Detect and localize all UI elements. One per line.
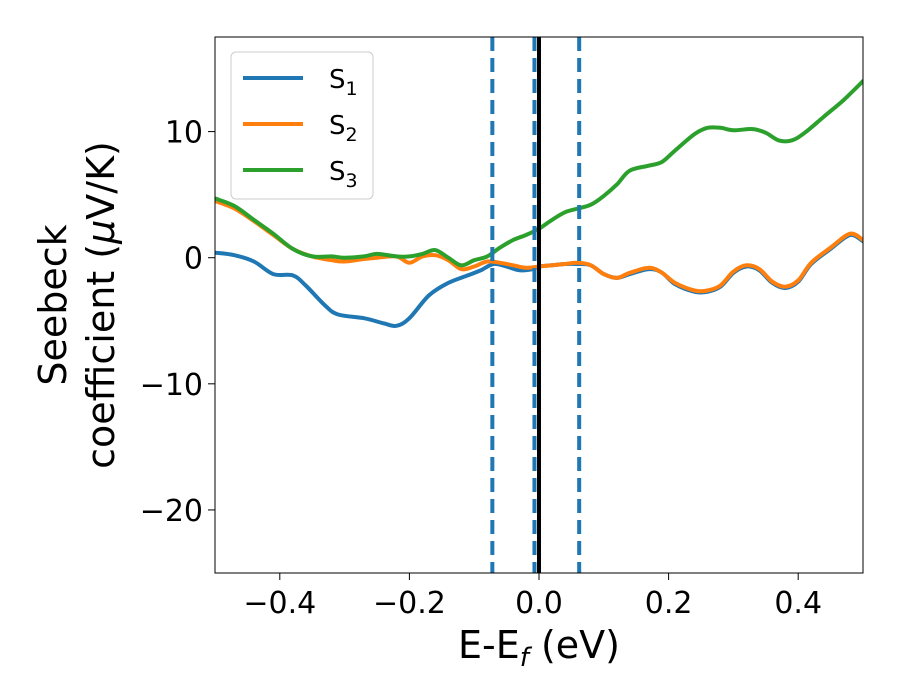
y-axis-label: Seebeck coefficient (μV/K) (31, 141, 123, 469)
y-tick-label: −10 (140, 368, 203, 403)
x-axis: −0.4 −0.2 0.0 0.2 0.4 (243, 573, 822, 621)
legend-label-s2: S2 (329, 111, 358, 146)
x-axis-label: E-Ef (eV) (458, 623, 620, 673)
y-tick-label: 0 (184, 242, 203, 277)
y-tick-label: −20 (140, 494, 203, 529)
x-tick-label: 0.2 (645, 586, 693, 621)
legend: S1 S2 S3 (230, 51, 374, 200)
reference-lines (490, 37, 582, 573)
series-line-s3 (215, 79, 863, 268)
legend-label-s1: S1 (329, 65, 358, 100)
x-tick-label: −0.2 (373, 586, 446, 621)
svg-text:coefficient (μV/K): coefficient (μV/K) (79, 141, 123, 469)
legend-label-s3: S3 (329, 157, 358, 192)
y-axis: −20 −10 0 10 (140, 116, 215, 529)
svg-text:Seebeck: Seebeck (31, 224, 75, 385)
series-layer (215, 79, 863, 328)
x-tick-label: 0.0 (515, 586, 563, 621)
y-tick-label: 10 (165, 116, 203, 151)
series-line-s2 (215, 199, 863, 294)
x-tick-label: 0.4 (774, 586, 822, 621)
x-tick-label: −0.4 (243, 586, 316, 621)
